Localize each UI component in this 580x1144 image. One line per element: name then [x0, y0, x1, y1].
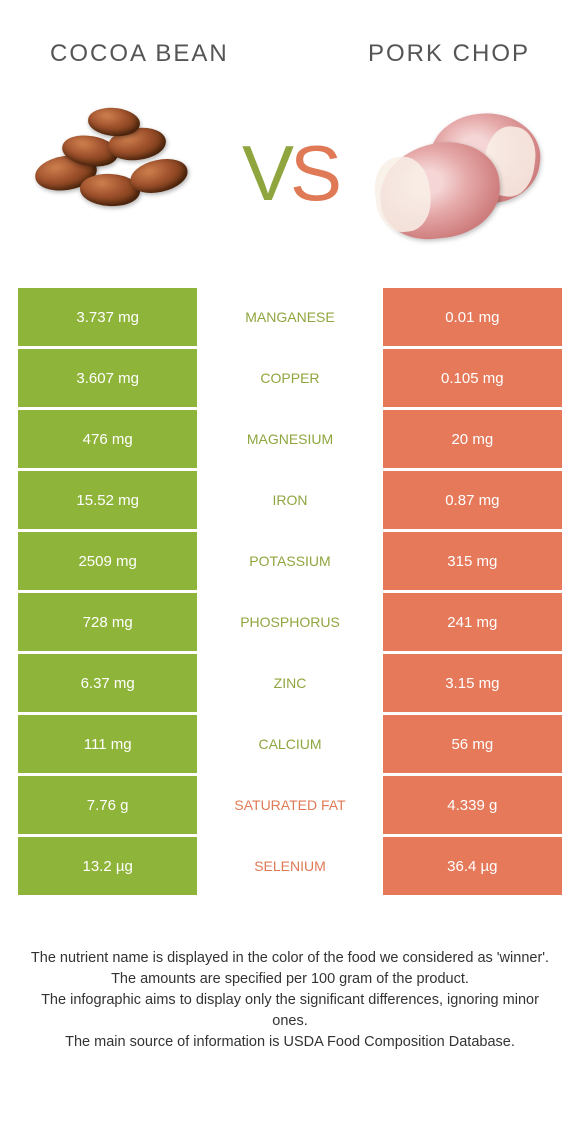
nutrient-label-cell: MAGNESIUM	[200, 410, 379, 468]
table-row: 728 mgPHOSPHORUS241 mg	[18, 593, 562, 651]
table-row: 476 mgMAGNESIUM20 mg	[18, 410, 562, 468]
nutrient-label-cell: COPPER	[200, 349, 379, 407]
left-value-cell: 7.76 g	[18, 776, 197, 834]
cocoa-bean-image	[30, 108, 200, 238]
table-row: 2509 mgPOTASSIUM315 mg	[18, 532, 562, 590]
right-value-cell: 315 mg	[383, 532, 562, 590]
right-value-cell: 20 mg	[383, 410, 562, 468]
table-row: 7.76 gSATURATED FAT4.339 g	[18, 776, 562, 834]
nutrient-label-cell: PHOSPHORUS	[200, 593, 379, 651]
hero-section: VS	[0, 88, 580, 288]
vs-v: V	[242, 129, 290, 217]
right-value-cell: 56 mg	[383, 715, 562, 773]
right-value-cell: 36.4 µg	[383, 837, 562, 895]
nutrient-label-cell: SELENIUM	[200, 837, 379, 895]
nutrient-label-cell: IRON	[200, 471, 379, 529]
left-value-cell: 476 mg	[18, 410, 197, 468]
left-value-cell: 6.37 mg	[18, 654, 197, 712]
table-row: 3.607 mgCOPPER0.105 mg	[18, 349, 562, 407]
right-value-cell: 241 mg	[383, 593, 562, 651]
right-value-cell: 3.15 mg	[383, 654, 562, 712]
footer-line: The nutrient name is displayed in the co…	[30, 948, 550, 969]
left-value-cell: 13.2 µg	[18, 837, 197, 895]
nutrient-label-cell: SATURATED FAT	[200, 776, 379, 834]
left-food-title: COCOA BEAN	[50, 40, 229, 68]
nutrient-label-cell: CALCIUM	[200, 715, 379, 773]
right-food-title: PORK CHOP	[368, 40, 530, 68]
header: COCOA BEAN PORK CHOP	[0, 0, 580, 88]
table-row: 15.52 mgIRON0.87 mg	[18, 471, 562, 529]
table-row: 111 mgCALCIUM56 mg	[18, 715, 562, 773]
footer-line: The main source of information is USDA F…	[30, 1032, 550, 1053]
left-value-cell: 728 mg	[18, 593, 197, 651]
footer-line: The amounts are specified per 100 gram o…	[30, 969, 550, 990]
right-value-cell: 0.87 mg	[383, 471, 562, 529]
left-value-cell: 111 mg	[18, 715, 197, 773]
footer-notes: The nutrient name is displayed in the co…	[0, 898, 580, 1053]
nutrient-table: 3.737 mgMANGANESE0.01 mg3.607 mgCOPPER0.…	[0, 288, 580, 895]
left-value-cell: 3.607 mg	[18, 349, 197, 407]
nutrient-label-cell: MANGANESE	[200, 288, 379, 346]
vs-s: S	[290, 129, 338, 217]
footer-line: The infographic aims to display only the…	[30, 990, 550, 1032]
left-value-cell: 2509 mg	[18, 532, 197, 590]
left-value-cell: 3.737 mg	[18, 288, 197, 346]
table-row: 13.2 µgSELENIUM36.4 µg	[18, 837, 562, 895]
right-value-cell: 0.105 mg	[383, 349, 562, 407]
pork-chop-image	[380, 108, 550, 238]
nutrient-label-cell: ZINC	[200, 654, 379, 712]
nutrient-label-cell: POTASSIUM	[200, 532, 379, 590]
right-value-cell: 0.01 mg	[383, 288, 562, 346]
vs-label: VS	[242, 128, 338, 219]
table-row: 6.37 mgZINC3.15 mg	[18, 654, 562, 712]
table-row: 3.737 mgMANGANESE0.01 mg	[18, 288, 562, 346]
right-value-cell: 4.339 g	[383, 776, 562, 834]
left-value-cell: 15.52 mg	[18, 471, 197, 529]
